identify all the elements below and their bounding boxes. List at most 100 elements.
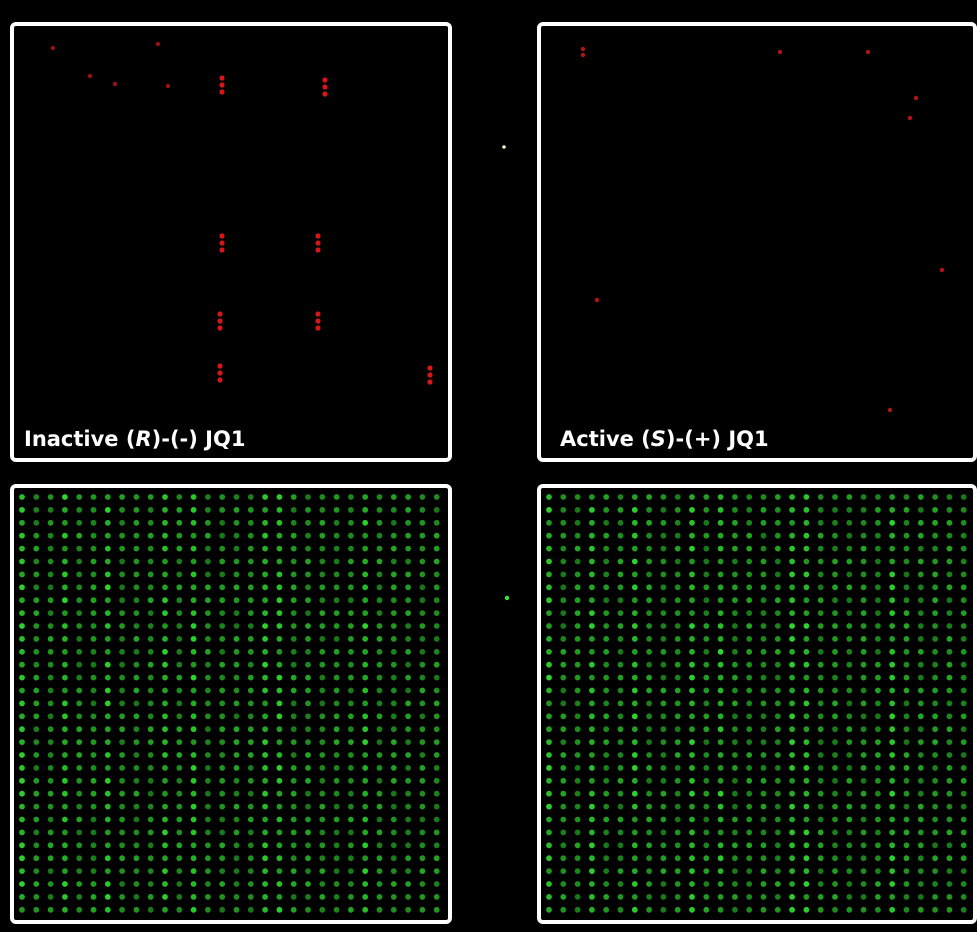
spot: [319, 778, 325, 784]
spot: [832, 765, 838, 771]
spot: [176, 842, 182, 848]
spot: [689, 855, 695, 861]
spot: [818, 572, 824, 578]
spot: [718, 907, 724, 913]
spot: [405, 701, 411, 707]
spot: [889, 830, 895, 836]
spot: [420, 649, 426, 655]
spot: [646, 842, 652, 848]
spot: [105, 507, 111, 513]
spot: [62, 649, 68, 655]
spot: [19, 623, 25, 629]
spot: [248, 636, 254, 642]
spot: [947, 868, 953, 874]
spot: [632, 804, 638, 810]
spot: [575, 597, 581, 603]
spot: [846, 907, 852, 913]
spot: [48, 701, 54, 707]
spot: [675, 778, 681, 784]
spot: [148, 546, 154, 552]
spot: [603, 636, 609, 642]
spot: [718, 559, 724, 565]
spot: [818, 662, 824, 668]
spot: [219, 817, 225, 823]
spot: [262, 559, 268, 565]
spot: [961, 791, 967, 797]
spot: [618, 739, 624, 745]
spot: [761, 597, 767, 603]
spot: [632, 713, 638, 719]
spot: [262, 726, 268, 732]
spot: [405, 881, 411, 887]
spot: [932, 636, 938, 642]
spot: [377, 559, 383, 565]
spot: [148, 572, 154, 578]
spot: [904, 520, 910, 526]
spot: [732, 649, 738, 655]
spot: [918, 739, 924, 745]
spot: [119, 701, 125, 707]
spot: [334, 855, 340, 861]
spot: [162, 765, 168, 771]
spot: [33, 739, 39, 745]
spot: [846, 726, 852, 732]
spot: [234, 662, 240, 668]
spot: [134, 817, 140, 823]
spot: [162, 559, 168, 565]
spot: [732, 739, 738, 745]
spot: [305, 675, 311, 681]
spot: [846, 507, 852, 513]
spot: [575, 559, 581, 565]
spot: [176, 610, 182, 616]
spot: [219, 233, 224, 238]
spot: [818, 791, 824, 797]
spot: [861, 572, 867, 578]
spot: [134, 610, 140, 616]
spot: [632, 701, 638, 707]
spot: [62, 842, 68, 848]
spot: [205, 752, 211, 758]
spot: [420, 868, 426, 874]
spot: [575, 752, 581, 758]
spot: [305, 817, 311, 823]
spot: [818, 533, 824, 539]
spot: [148, 662, 154, 668]
spot: [904, 610, 910, 616]
spot: [205, 842, 211, 848]
spot: [91, 739, 97, 745]
spot: [832, 520, 838, 526]
spot: [205, 701, 211, 707]
spot: [675, 584, 681, 590]
spot: [632, 739, 638, 745]
spot: [166, 84, 170, 88]
spot: [846, 675, 852, 681]
spot: [618, 894, 624, 900]
spot: [162, 778, 168, 784]
spot: [904, 778, 910, 784]
spot: [947, 507, 953, 513]
spot: [391, 894, 397, 900]
spot: [718, 842, 724, 848]
spot: [804, 494, 810, 500]
spot: [775, 610, 781, 616]
spot: [661, 752, 667, 758]
spot: [33, 778, 39, 784]
spot: [315, 325, 320, 330]
spot: [305, 894, 311, 900]
spot: [48, 765, 54, 771]
spot: [91, 713, 97, 719]
spot: [846, 713, 852, 719]
spot: [775, 546, 781, 552]
spot: [804, 662, 810, 668]
spot: [732, 546, 738, 552]
spot: [148, 597, 154, 603]
spot: [19, 739, 25, 745]
spot: [291, 894, 297, 900]
spot: [348, 881, 354, 887]
spot: [176, 507, 182, 513]
spot: [234, 636, 240, 642]
spot: [391, 649, 397, 655]
spot: [560, 817, 566, 823]
spot: [234, 907, 240, 913]
spot: [305, 597, 311, 603]
